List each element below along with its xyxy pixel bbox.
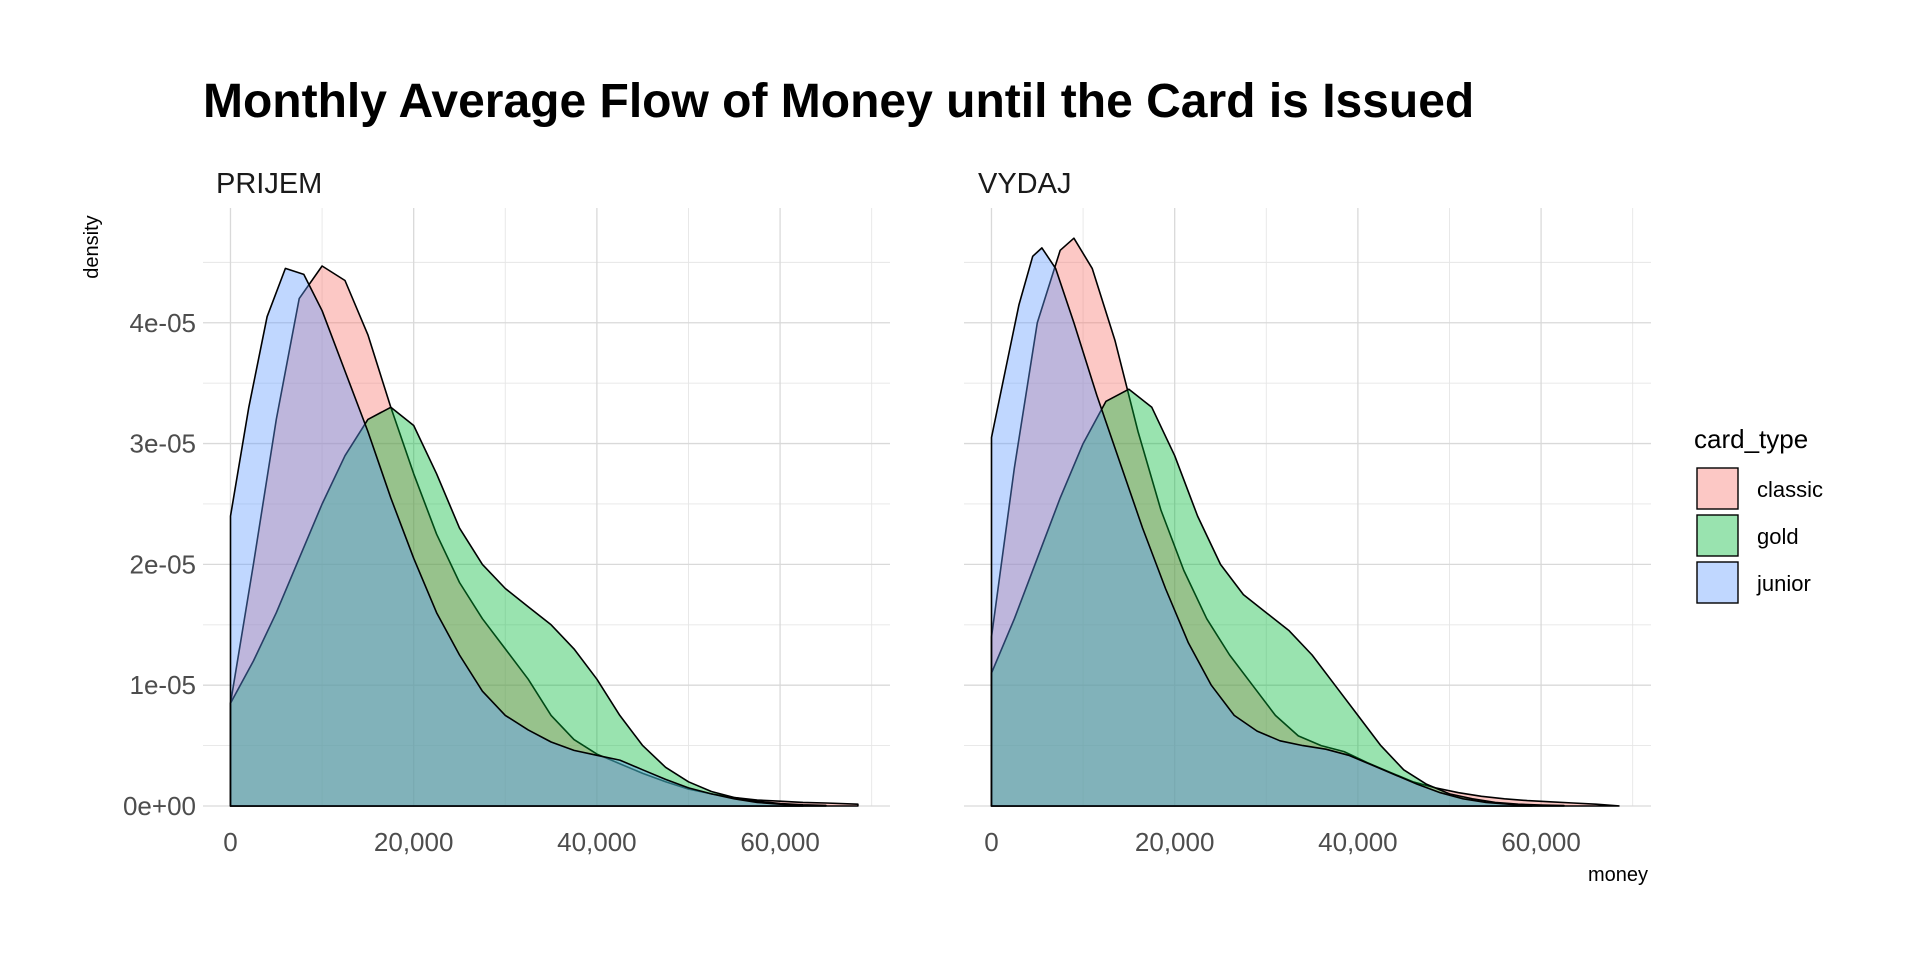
x-axis-label: money <box>1588 864 1648 886</box>
y-axis-label: density <box>81 215 103 278</box>
facet-panel-vydaj: VYDAJ 0 20,000 40,000 60,000 <box>964 168 1651 857</box>
y-tick-label: 1e-05 <box>130 670 197 700</box>
x-tick-label: 0 <box>984 827 998 857</box>
x-tick-label: 60,000 <box>1501 827 1581 857</box>
panel-grid <box>964 208 1651 807</box>
density-area-gold <box>229 406 827 807</box>
y-tick-label: 3e-05 <box>130 429 197 459</box>
facet-panel-prijem: PRIJEM 0 20,000 40,000 60,000 <box>203 168 890 857</box>
y-tick-label: 0e+00 <box>123 791 196 821</box>
x-axis-ticks: 0 20,000 40,000 60,000 <box>984 827 1581 857</box>
density-area-classic <box>990 237 1620 807</box>
legend-label-classic: classic <box>1757 477 1823 502</box>
legend-key-classic <box>1696 467 1739 510</box>
density-area-junior <box>990 247 1533 807</box>
legend: card_type classic gold junior <box>1694 424 1823 604</box>
x-tick-label: 0 <box>223 827 237 857</box>
legend-key-gold <box>1696 514 1739 557</box>
legend-items: classic gold junior <box>1696 467 1823 604</box>
legend-label-junior: junior <box>1756 571 1811 596</box>
facet-label-vydaj: VYDAJ <box>978 168 1071 200</box>
x-tick-label: 20,000 <box>374 827 454 857</box>
y-tick-label: 4e-05 <box>130 308 197 338</box>
x-axis-ticks: 0 20,000 40,000 60,000 <box>223 827 820 857</box>
legend-key-junior <box>1696 561 1739 604</box>
x-tick-label: 20,000 <box>1135 827 1215 857</box>
density-area-classic <box>229 265 859 807</box>
y-tick-label: 2e-05 <box>130 549 197 579</box>
x-tick-label: 40,000 <box>1318 827 1398 857</box>
density-area-junior <box>229 267 804 807</box>
legend-title: card_type <box>1694 424 1808 454</box>
facet-label-prijem: PRIJEM <box>216 168 322 200</box>
y-axis-ticks: 0e+00 1e-05 2e-05 3e-05 4e-05 <box>123 308 196 821</box>
x-tick-label: 40,000 <box>557 827 637 857</box>
legend-label-gold: gold <box>1757 524 1799 549</box>
chart-title: Monthly Average Flow of Money until the … <box>203 75 1474 128</box>
density-areas <box>229 265 859 807</box>
density-areas <box>990 237 1620 807</box>
x-tick-label: 60,000 <box>740 827 820 857</box>
